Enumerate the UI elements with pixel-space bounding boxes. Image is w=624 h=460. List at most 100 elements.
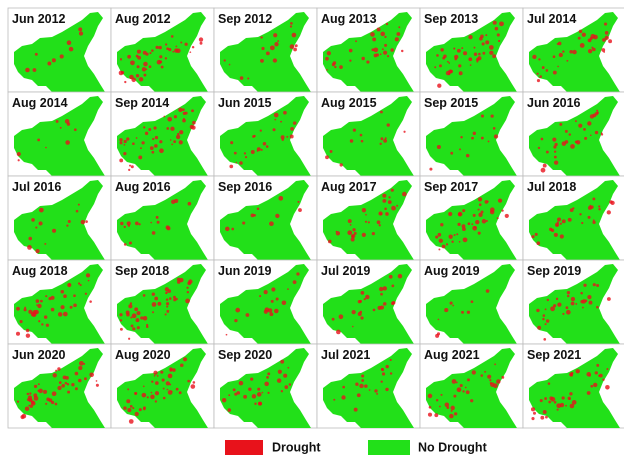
drought-speck (123, 406, 127, 410)
drought-speck (361, 291, 365, 295)
drought-speck (439, 406, 441, 408)
drought-speck (489, 45, 494, 50)
drought-speck (596, 110, 598, 112)
drought-speck (549, 396, 553, 400)
drought-speck (535, 233, 538, 236)
drought-speck (402, 192, 407, 197)
drought-speck (580, 43, 585, 48)
drought-speck (557, 409, 559, 411)
drought-speck (155, 381, 159, 385)
drought-speck (163, 116, 165, 118)
drought-speck (581, 222, 583, 224)
drought-speck (34, 385, 37, 388)
drought-speck (162, 379, 165, 382)
drought-speck (157, 375, 159, 377)
drought-speck (480, 374, 483, 377)
map-panel: Aug 2015 (317, 92, 420, 176)
drought-speck (459, 148, 461, 150)
drought-speck (446, 406, 449, 409)
drought-speck (290, 22, 293, 25)
drought-speck (391, 189, 394, 192)
drought-speck (57, 367, 60, 370)
drought-speck (192, 121, 196, 125)
drought-speck (174, 115, 177, 118)
drought-speck (548, 382, 551, 385)
drought-speck (598, 208, 600, 210)
drought-speck (383, 286, 387, 290)
drought-speck (282, 300, 287, 305)
drought-speck (590, 114, 594, 118)
drought-speck (361, 379, 364, 382)
drought-speck (546, 69, 549, 72)
drought-speck (79, 361, 84, 366)
drought-speck (472, 370, 476, 374)
drought-speck (482, 42, 485, 45)
drought-speck (296, 272, 299, 275)
drought-speck (171, 35, 174, 38)
drought-speck (434, 66, 436, 68)
drought-speck (468, 35, 472, 39)
drought-speck (365, 295, 369, 299)
drought-speck (120, 328, 123, 331)
drought-speck (440, 223, 443, 226)
drought-speck (295, 44, 298, 47)
drought-speck (452, 379, 457, 384)
drought-speck (137, 50, 141, 54)
drought-speck (172, 51, 174, 53)
drought-speck (328, 240, 332, 244)
drought-speck (287, 288, 289, 290)
drought-speck (605, 31, 609, 35)
drought-speck (287, 367, 289, 369)
panel-label: Sep 2019 (527, 264, 581, 278)
map-panel: Jun 2019 (214, 260, 317, 344)
drought-speck (471, 223, 473, 225)
drought-speck (380, 111, 383, 114)
drought-speck (78, 204, 80, 206)
drought-speck (41, 323, 43, 325)
drought-speck (188, 202, 192, 206)
drought-speck (540, 416, 544, 420)
drought-speck (463, 51, 467, 55)
drought-speck (460, 384, 463, 387)
drought-speck (391, 284, 394, 287)
drought-speck (274, 42, 278, 46)
drought-speck (178, 108, 182, 112)
drought-speck (471, 300, 474, 303)
drought-speck (551, 229, 554, 232)
drought-speck (262, 392, 264, 394)
drought-speck (364, 384, 368, 388)
drought-speck (390, 372, 392, 374)
panel-label: Jun 2019 (218, 264, 272, 278)
drought-speck (36, 299, 40, 303)
drought-speck (439, 239, 443, 243)
drought-speck (183, 357, 187, 361)
drought-speck (448, 212, 452, 216)
drought-speck (172, 368, 176, 372)
drought-speck (67, 283, 71, 287)
drought-speck (382, 199, 386, 203)
map-panel: Jul 2019 (317, 260, 420, 344)
drought-speck (280, 360, 284, 364)
drought-speck (541, 168, 546, 173)
drought-speck (360, 316, 363, 319)
drought-speck (47, 62, 51, 66)
drought-speck (556, 225, 558, 227)
drought-speck (243, 395, 247, 399)
drought-speck (357, 393, 361, 397)
drought-speck (382, 48, 384, 50)
drought-speck (596, 364, 599, 367)
drought-speck (484, 371, 486, 373)
drought-speck (547, 299, 549, 301)
drought-speck (459, 71, 463, 75)
drought-speck (55, 370, 57, 372)
map-panel: Sep 2021 (523, 344, 624, 428)
drought-speck (159, 140, 162, 143)
drought-speck (557, 43, 559, 45)
drought-speck (340, 163, 343, 166)
drought-speck (44, 243, 46, 245)
drought-speck (143, 51, 147, 55)
drought-speck (193, 381, 196, 384)
drought-speck (575, 141, 578, 144)
drought-speck (531, 235, 534, 238)
drought-speck (124, 226, 126, 228)
